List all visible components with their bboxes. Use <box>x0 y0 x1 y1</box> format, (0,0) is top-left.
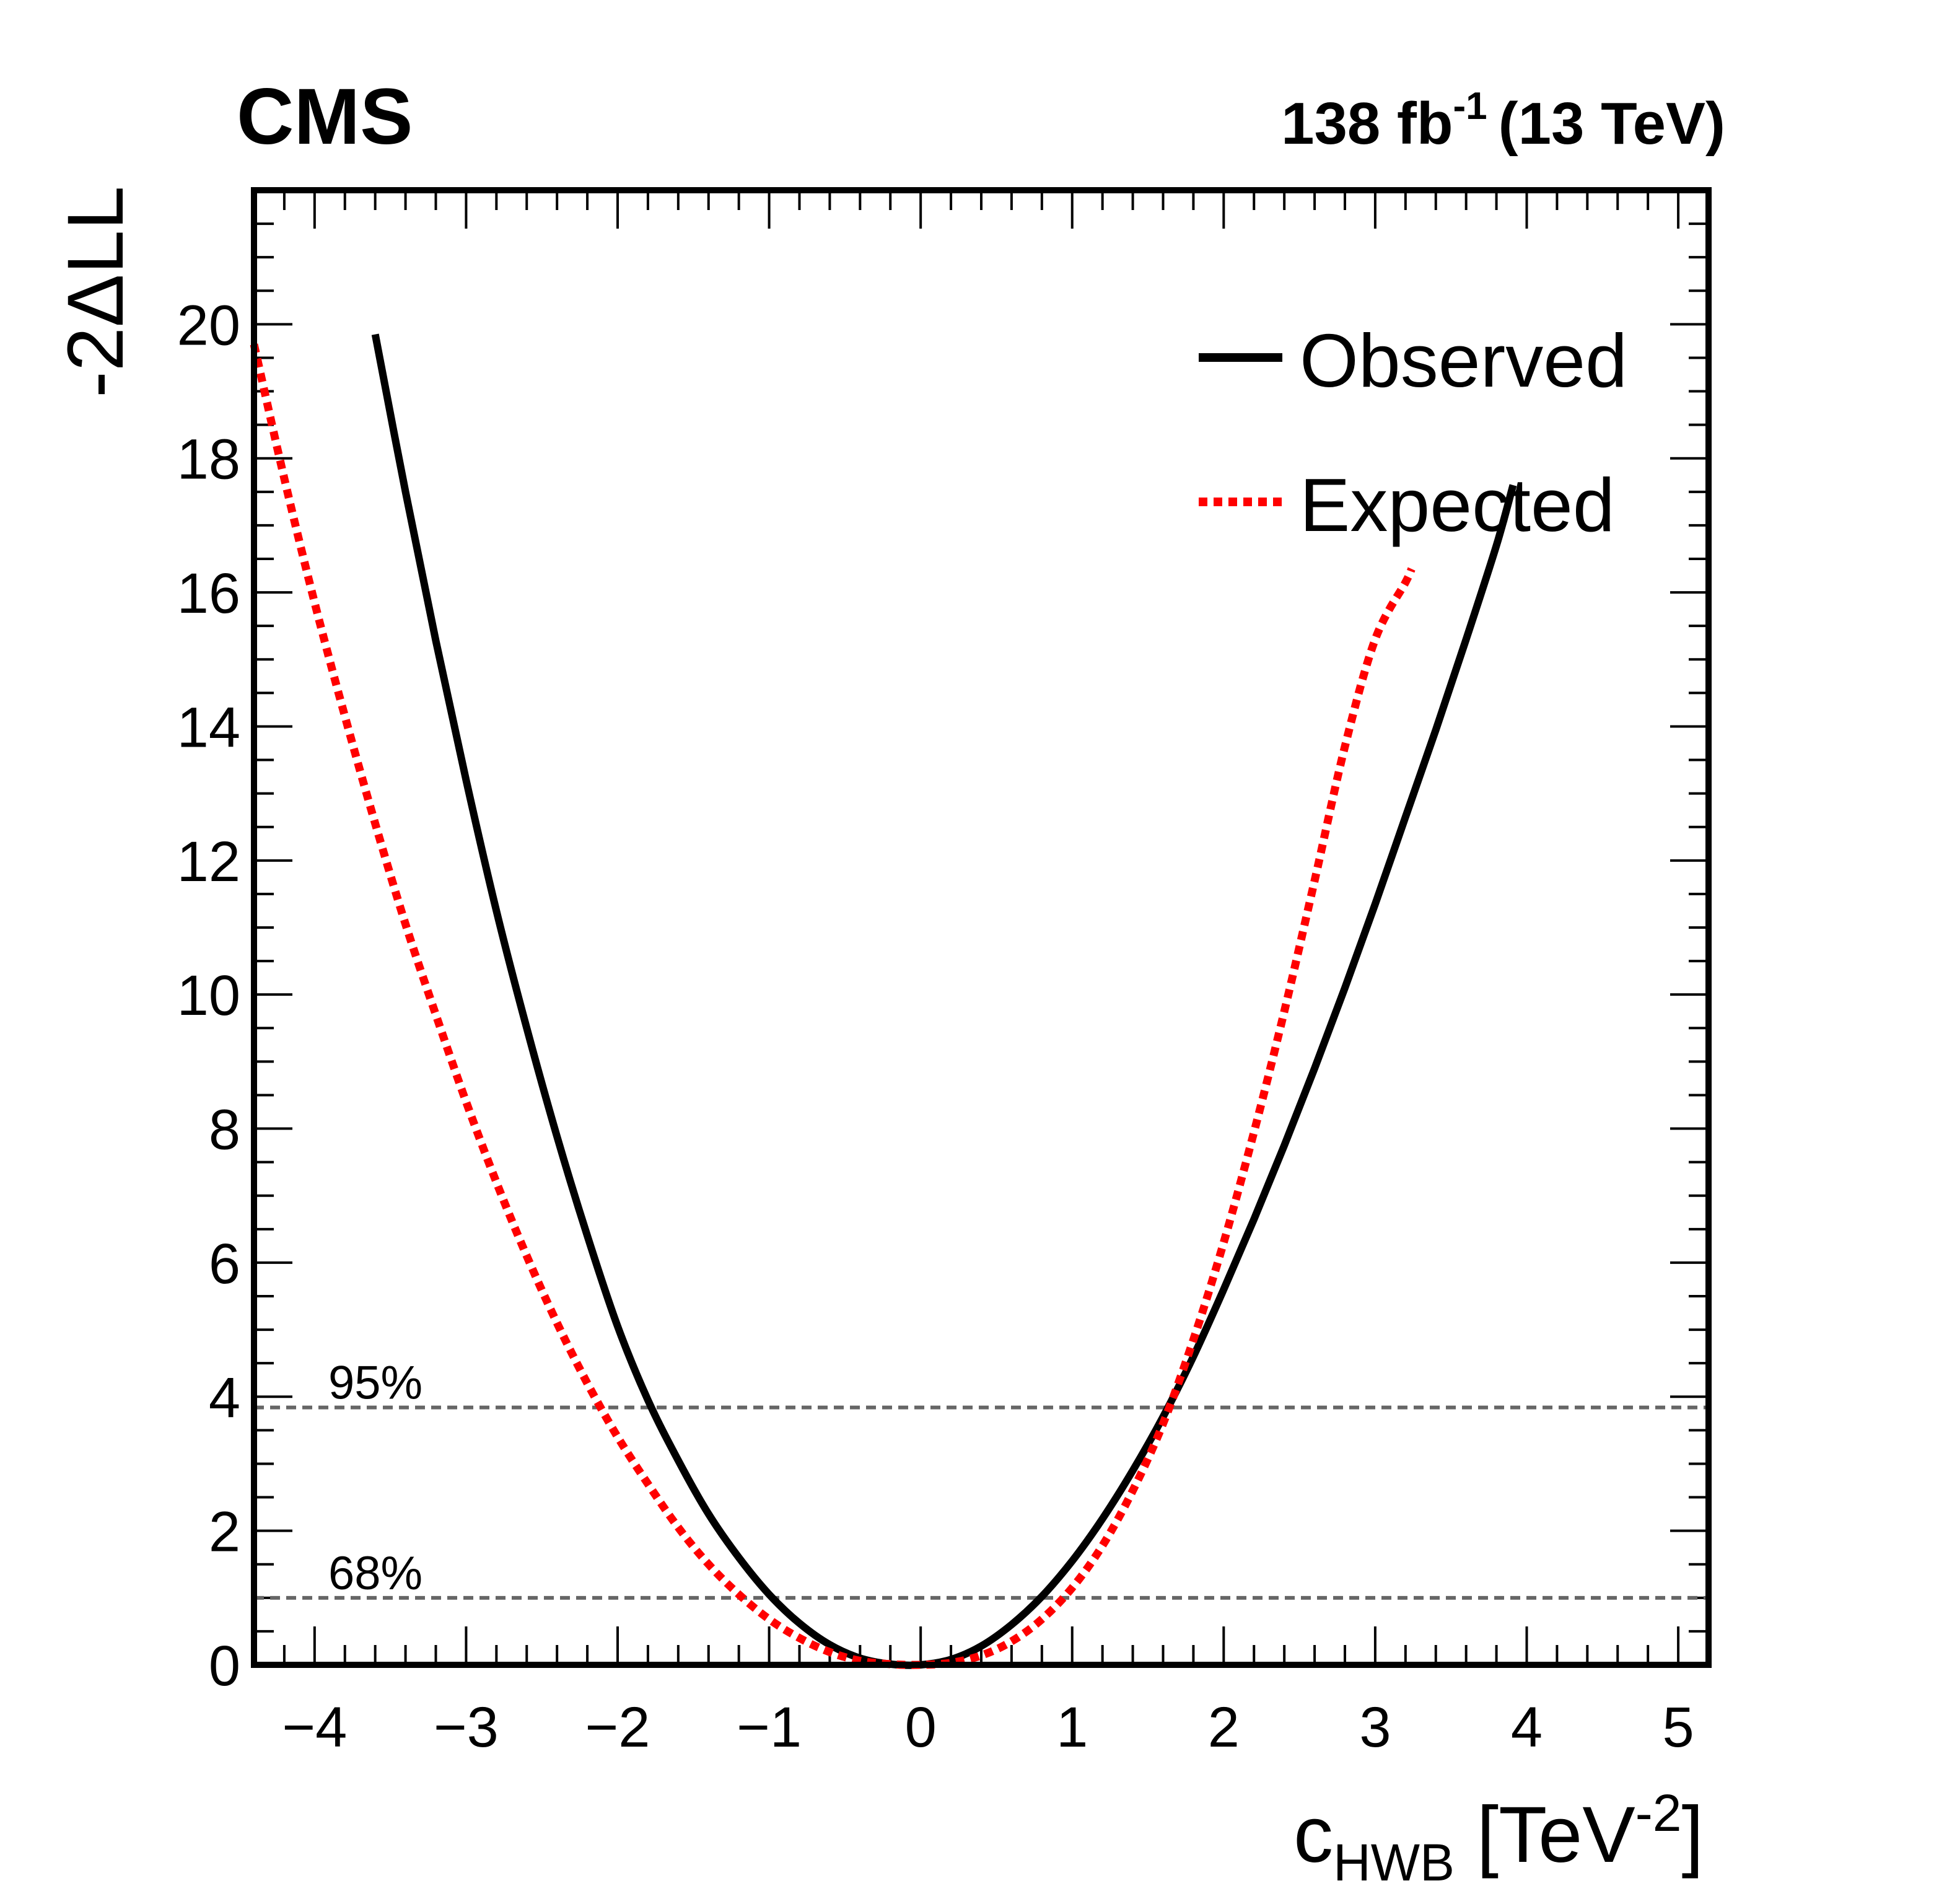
lumi-value: 138 fb <box>1281 90 1453 157</box>
reference-line-label: 95% <box>328 1357 422 1410</box>
x-tick-label: 4 <box>1511 1696 1543 1759</box>
y-tick-label: 6 <box>209 1232 240 1296</box>
x-tick-label: −1 <box>737 1696 802 1759</box>
x-axis-title-unit: [TeV <box>1455 1791 1635 1879</box>
y-tick-label: 12 <box>177 830 240 893</box>
experiment-label: CMS <box>237 72 413 161</box>
lumi-label: 138 fb-1 (13 TeV) <box>1281 85 1725 157</box>
y-tick-label: 16 <box>177 562 240 625</box>
y-tick-label: 14 <box>177 696 240 759</box>
y-tick-label: 4 <box>209 1366 240 1429</box>
lumi-energy: (13 TeV) <box>1499 90 1725 157</box>
x-axis-title-subscript: HWB <box>1333 1833 1455 1892</box>
x-tick-label: −2 <box>585 1696 650 1759</box>
x-tick-label: −3 <box>434 1696 499 1759</box>
x-axis-title-unit-close: ] <box>1681 1791 1704 1879</box>
x-axis-title-unit-superscript: -2 <box>1635 1784 1682 1842</box>
x-tick-label: −4 <box>282 1696 347 1759</box>
reference-lines: 95% 68% <box>254 1357 1709 1600</box>
legend: Observed Expected <box>1199 318 1627 547</box>
x-axis-title-main: c <box>1293 1791 1333 1879</box>
x-tick-label: 5 <box>1662 1696 1694 1759</box>
y-tick-label: 20 <box>177 294 240 357</box>
x-tick-label: 0 <box>905 1696 937 1759</box>
legend-expected-label: Expected <box>1300 463 1615 547</box>
plot-frame <box>251 187 1712 1668</box>
reference-line-label: 68% <box>328 1547 422 1600</box>
y-tick-label: 18 <box>177 428 240 491</box>
y-tick-label: 10 <box>177 964 240 1027</box>
x-tick-label: 3 <box>1359 1696 1391 1759</box>
y-tick-label: 2 <box>209 1501 240 1564</box>
x-tick-label: 2 <box>1208 1696 1240 1759</box>
x-axis-title: cHWB [TeV-2] <box>1293 1784 1704 1892</box>
lumi-superscript: -1 <box>1453 85 1487 128</box>
y-axis-title: -2ΔLL <box>51 186 140 398</box>
y-tick-label: 0 <box>209 1634 240 1698</box>
series-line-expected <box>250 343 1416 1669</box>
legend-observed-label: Observed <box>1300 318 1627 403</box>
y-tick-label: 8 <box>209 1099 240 1162</box>
axis-ticks <box>253 189 1710 1666</box>
x-tick-label: 1 <box>1056 1696 1088 1759</box>
